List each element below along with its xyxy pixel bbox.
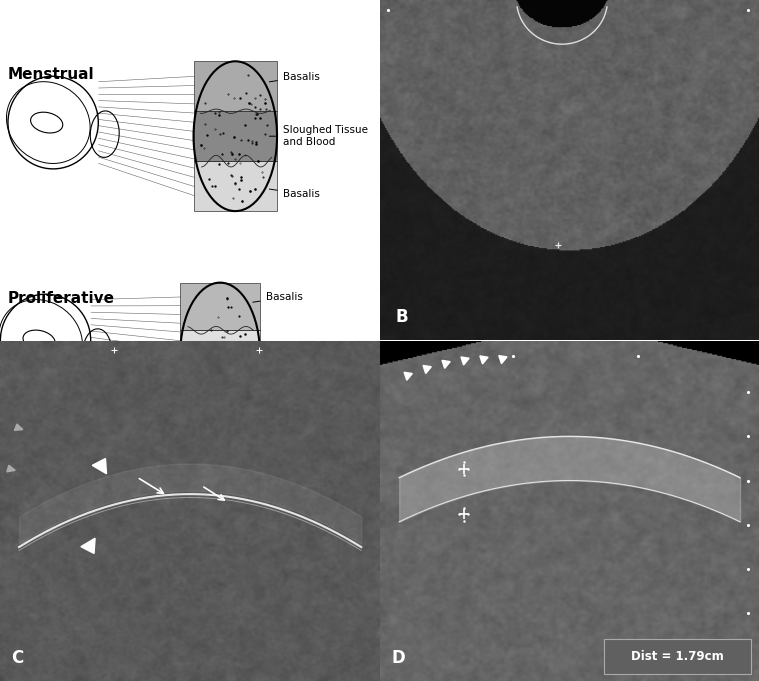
Text: Basalis: Basalis: [269, 189, 320, 199]
Bar: [181, 283, 260, 330]
Text: Glands: Glands: [261, 556, 311, 566]
Text: C: C: [11, 650, 24, 667]
Text: Stroma: Stroma: [253, 400, 304, 410]
Text: Basalis: Basalis: [269, 72, 320, 82]
Text: D: D: [392, 650, 405, 667]
Ellipse shape: [17, 543, 61, 573]
Circle shape: [181, 283, 260, 426]
Text: Secretions: Secretions: [261, 624, 330, 635]
Polygon shape: [499, 355, 507, 364]
Text: Sloughed Tissue
and Blood: Sloughed Tissue and Blood: [269, 125, 367, 147]
Polygon shape: [480, 356, 488, 364]
Bar: [181, 330, 260, 378]
Polygon shape: [93, 458, 106, 474]
Bar: [178, 592, 269, 647]
Polygon shape: [423, 366, 431, 373]
Text: Secretory: Secretory: [8, 509, 91, 524]
Text: Proliferative: Proliferative: [8, 291, 115, 306]
Bar: [181, 378, 260, 426]
Polygon shape: [14, 424, 23, 430]
Text: Dist = 1.79cm: Dist = 1.79cm: [631, 650, 724, 663]
Polygon shape: [81, 538, 95, 554]
Bar: [178, 538, 269, 592]
Polygon shape: [461, 357, 469, 365]
Polygon shape: [7, 465, 15, 472]
Text: Basalis: Basalis: [253, 292, 303, 302]
Text: Glands: Glands: [253, 349, 302, 359]
Circle shape: [194, 61, 277, 211]
Text: A: A: [8, 639, 20, 657]
Polygon shape: [442, 360, 450, 368]
Bar: [194, 161, 277, 211]
Polygon shape: [404, 373, 412, 380]
Bar: [194, 61, 277, 111]
Bar: [194, 111, 277, 161]
Text: B: B: [395, 308, 408, 326]
Bar: [178, 484, 269, 538]
Text: Basalis: Basalis: [261, 490, 312, 501]
FancyBboxPatch shape: [603, 639, 751, 674]
Text: Menstrual: Menstrual: [8, 67, 94, 82]
Circle shape: [178, 484, 269, 647]
